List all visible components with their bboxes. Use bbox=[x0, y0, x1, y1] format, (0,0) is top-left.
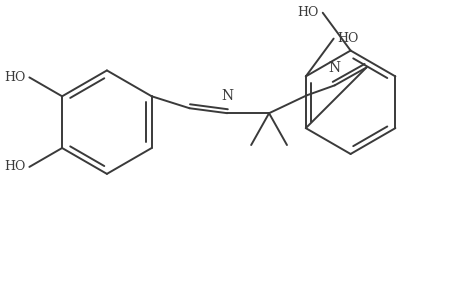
Text: HO: HO bbox=[4, 71, 25, 84]
Text: N: N bbox=[328, 61, 340, 75]
Text: HO: HO bbox=[297, 6, 318, 19]
Text: HO: HO bbox=[337, 32, 358, 45]
Text: HO: HO bbox=[4, 160, 25, 173]
Text: N: N bbox=[221, 89, 233, 103]
